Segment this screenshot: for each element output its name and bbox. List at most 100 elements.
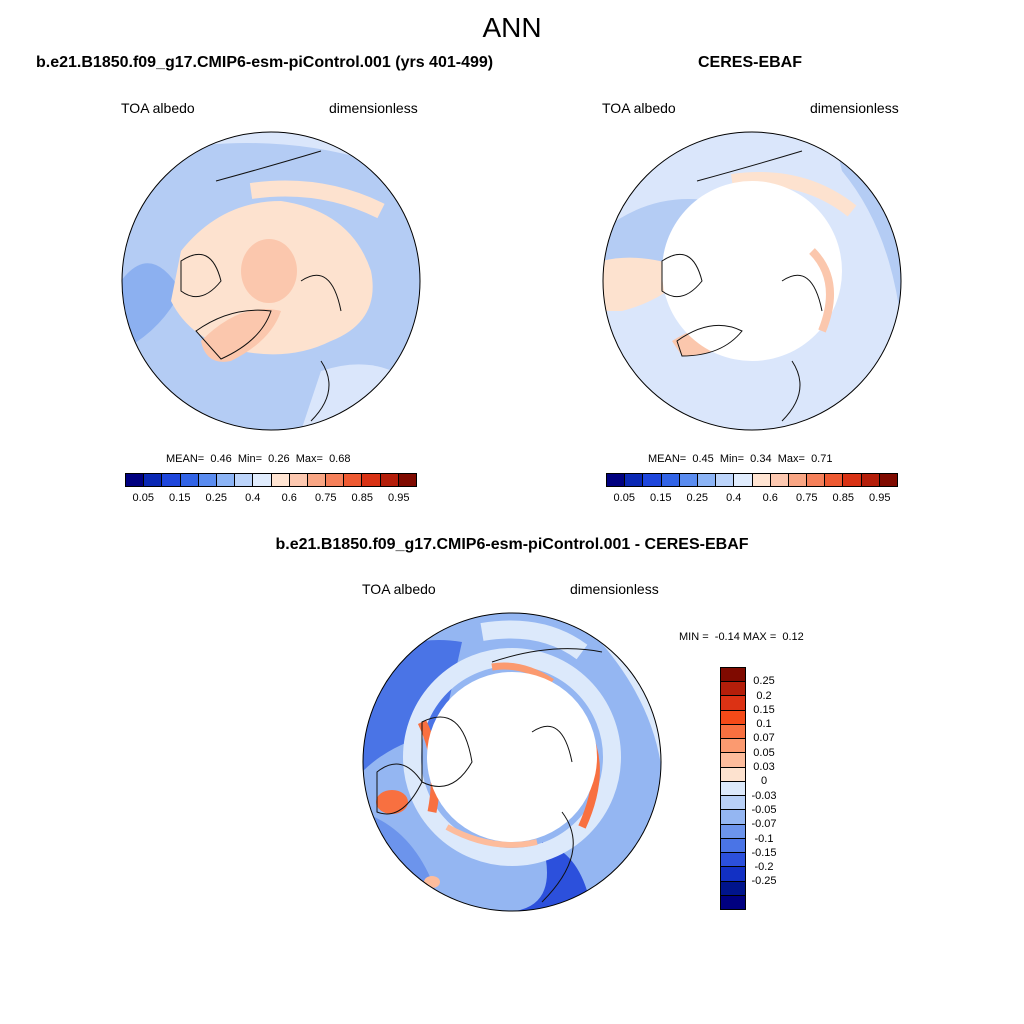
diff-colorbar-swatch <box>721 696 745 711</box>
panel-1-colorbar-swatch <box>271 474 290 486</box>
diff-colorbar-swatch <box>721 739 745 754</box>
panel-2-title: CERES-EBAF <box>698 54 803 71</box>
panel-1-colorbar-tick-label: 0.25 <box>205 492 227 504</box>
diff-colorbar-tick-label: 0.25 <box>753 675 775 688</box>
diff-colorbar-swatch <box>721 824 745 839</box>
diff-colorbar-tick-label: -0.25 <box>751 875 777 888</box>
diff-colorbar-swatch <box>721 867 745 882</box>
panel-1-colorbar-swatch <box>253 474 272 486</box>
diff-colorbar-tick-label: 0.05 <box>753 746 775 759</box>
diff-colorbar-swatch <box>721 710 745 725</box>
diff-panel-variable: TOA albedo <box>362 581 436 597</box>
panel-2-colorbar-swatch <box>770 474 789 486</box>
main-title: ANN <box>482 12 542 43</box>
panel-1-colorbar-swatch <box>198 474 217 486</box>
diff-colorbar-swatch <box>721 810 745 825</box>
panel-2-colorbar-swatch <box>807 474 826 486</box>
diff-colorbar-swatch <box>721 724 745 740</box>
panel-1-map <box>121 131 421 431</box>
panel-1-colorbar-swatch <box>216 474 236 486</box>
diff-colorbar-swatch <box>721 781 745 797</box>
panel-2-colorbar-swatch <box>788 474 808 486</box>
panel-2-variable: TOA albedo <box>602 100 676 116</box>
diff-colorbar-tick-label: 0.2 <box>756 689 772 702</box>
diff-colorbar-swatch <box>721 853 745 868</box>
diff-colorbar-swatch <box>721 682 745 697</box>
panel-1-colorbar-tick-label: 0.95 <box>388 492 410 504</box>
panel-1-colorbar-labels: 0.05 0.15 0.25 0.4 0.6 0.75 0.85 0.95 <box>125 492 417 506</box>
panel-2-colorbar-tick-label: 0.25 <box>686 492 708 504</box>
diff-panel-map <box>362 612 662 912</box>
panel-2-units: dimensionless <box>810 100 899 116</box>
diff-colorbar-swatch <box>721 767 745 782</box>
panel-2-colorbar-tick-label: 0.4 <box>726 492 742 504</box>
panel-1-colorbar-swatch <box>126 474 145 486</box>
diff-colorbar-swatch <box>721 895 745 909</box>
panel-2-colorbar-swatch <box>679 474 698 486</box>
panel-2-map <box>602 131 902 431</box>
panel-2-colorbar-tick-label: 0.15 <box>650 492 672 504</box>
panel-2-colorbar-swatch <box>697 474 717 486</box>
panel-2-colorbar-labels: 0.05 0.15 0.25 0.4 0.6 0.75 0.85 0.95 <box>606 492 898 506</box>
diff-colorbar-tick-label: 0.1 <box>756 718 772 731</box>
diff-colorbar-tick-label: -0.07 <box>751 818 777 831</box>
diff-colorbar-tick-label: 0 <box>760 775 768 788</box>
panel-1-colorbar-swatch <box>180 474 199 486</box>
panel-2-colorbar-swatch <box>625 474 644 486</box>
panel-1-colorbar-tick-label: 0.15 <box>169 492 191 504</box>
diff-colorbar-swatch <box>721 881 745 896</box>
panel-1-units: dimensionless <box>329 100 418 116</box>
panel-2-colorbar-swatch <box>752 474 771 486</box>
panel-2-colorbar-tick-label: 0.75 <box>796 492 818 504</box>
diff-colorbar-swatch <box>721 753 745 768</box>
panel-1-title: b.e21.B1850.f09_g17.CMIP6-esm-piControl.… <box>36 54 494 71</box>
panel-1-stats: MEAN= 0.46 Min= 0.26 Max= 0.68 <box>166 453 351 465</box>
panel-1-colorbar-swatch <box>144 474 163 486</box>
diff-colorbar-tick-label: -0.15 <box>751 846 777 859</box>
diff-colorbar <box>720 667 746 910</box>
panel-1-colorbar-swatch <box>162 474 181 486</box>
panel-1-colorbar-swatch <box>344 474 363 486</box>
panel-2-colorbar-tick-label: 0.6 <box>762 492 778 504</box>
panel-2-colorbar <box>606 473 898 487</box>
panel-1-colorbar-tick-label: 0.6 <box>281 492 297 504</box>
panel-2-colorbar-swatch <box>607 474 626 486</box>
diff-panel-units: dimensionless <box>570 581 659 597</box>
diff-colorbar-tick-label: 0.15 <box>753 703 775 716</box>
diff-colorbar-swatch <box>721 838 745 854</box>
panel-1-colorbar-tick-label: 0.05 <box>132 492 154 504</box>
panel-1-variable: TOA albedo <box>121 100 195 116</box>
diff-panel-minmax: MIN = -0.14 MAX = 0.12 <box>679 631 804 643</box>
panel-1-colorbar-swatch <box>289 474 308 486</box>
diff-colorbar-tick-label: 0.07 <box>753 732 775 745</box>
diff-colorbar-tick-label: 0.03 <box>753 761 775 774</box>
diff-panel-title: b.e21.B1850.f09_g17.CMIP6-esm-piControl.… <box>275 536 749 553</box>
diff-colorbar-labels: 0.25 0.2 0.15 0.1 0.07 0.05 0.03 0 -0.03 -0.05 -0.… <box>751 667 794 910</box>
panel-1-colorbar-swatch <box>380 474 399 486</box>
panel-2-colorbar-swatch <box>643 474 662 486</box>
panel-2-colorbar-swatch <box>661 474 680 486</box>
panel-1-colorbar-swatch <box>307 474 327 486</box>
panel-1-colorbar-swatch <box>398 474 416 486</box>
panel-1-colorbar-tick-label: 0.4 <box>245 492 261 504</box>
diff-colorbar-tick-label: -0.2 <box>754 861 774 874</box>
diff-colorbar-tick-label: -0.03 <box>751 789 777 802</box>
diff-colorbar-swatch <box>721 796 745 811</box>
panel-2-colorbar-tick-label: 0.95 <box>869 492 891 504</box>
panel-2-colorbar-swatch <box>734 474 753 486</box>
panel-2-colorbar-swatch <box>861 474 880 486</box>
panel-2-stats: MEAN= 0.45 Min= 0.34 Max= 0.71 <box>648 453 833 465</box>
panel-2-colorbar-tick-label: 0.05 <box>613 492 635 504</box>
panel-2-colorbar-swatch <box>825 474 844 486</box>
panel-1-colorbar-tick-label: 0.85 <box>351 492 373 504</box>
diff-colorbar-tick-label: -0.05 <box>751 803 777 816</box>
panel-1-colorbar <box>125 473 417 487</box>
panel-1-colorbar-tick-label: 0.75 <box>315 492 337 504</box>
panel-1-colorbar-swatch <box>235 474 254 486</box>
panel-2-colorbar-tick-label: 0.85 <box>832 492 854 504</box>
panel-2-colorbar-swatch <box>843 474 862 486</box>
panel-2-colorbar-swatch <box>716 474 735 486</box>
diff-colorbar-tick-label: -0.1 <box>754 832 774 845</box>
panel-2-colorbar-swatch <box>879 474 897 486</box>
panel-1-colorbar-swatch <box>362 474 381 486</box>
